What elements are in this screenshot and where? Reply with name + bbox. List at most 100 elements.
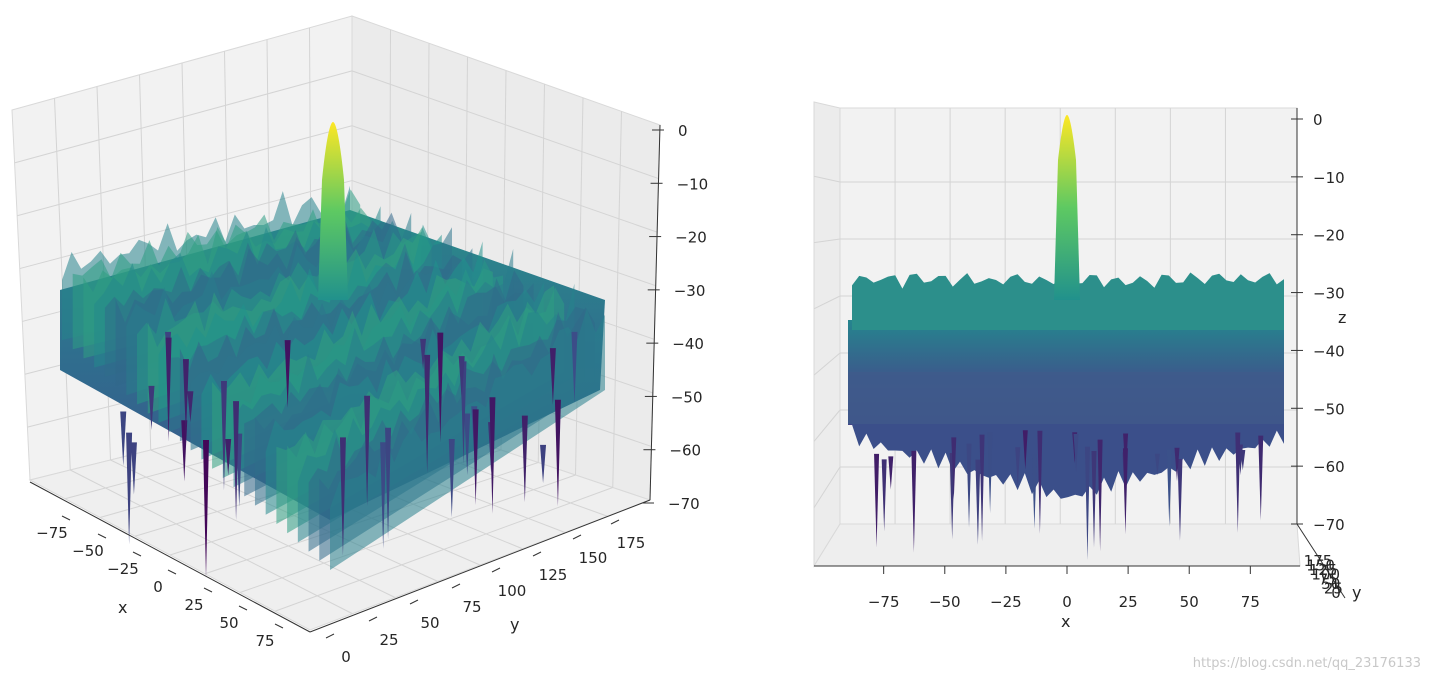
y-tick-label: 100 xyxy=(498,582,527,600)
surface-dip xyxy=(464,413,471,476)
left-x-axis-label: x xyxy=(118,598,127,617)
surface-dip xyxy=(540,444,547,484)
x-tick-label: −25 xyxy=(990,593,1022,611)
y-tick-label: 150 xyxy=(1306,557,1335,575)
left-surface-mesh xyxy=(60,185,605,578)
y-tick-mark xyxy=(491,567,501,573)
y-tick-mark xyxy=(610,519,620,525)
x-tick-label: 25 xyxy=(184,596,203,614)
surface-dip xyxy=(187,391,194,423)
right-x-axis-label: x xyxy=(1061,612,1070,631)
grid-line xyxy=(813,352,841,376)
z-tick-label: −20 xyxy=(1313,227,1345,245)
z-tick-label: −60 xyxy=(669,442,701,460)
y-tick-label: 175 xyxy=(617,534,646,552)
surface-dip xyxy=(339,437,346,556)
x-tick-label: −75 xyxy=(36,524,68,542)
left-y-axis-label: y xyxy=(510,615,519,634)
y-tick-label: 125 xyxy=(539,566,568,584)
x-tick-label: 75 xyxy=(1241,593,1260,611)
surface-lower-lobe xyxy=(852,424,1284,499)
surface-dip xyxy=(1037,430,1043,534)
grid-line xyxy=(813,466,841,508)
x-tick-label: −50 xyxy=(929,593,961,611)
z-tick-label: −70 xyxy=(1313,516,1345,534)
y-tick-label: 150 xyxy=(579,549,608,567)
y-tick-label: 75 xyxy=(1319,570,1338,588)
x-tick-mark xyxy=(203,587,213,593)
y-tick-label: 175 xyxy=(1304,552,1333,570)
z-tick-label: −40 xyxy=(1313,342,1345,360)
z-tick-label: −20 xyxy=(675,229,707,247)
surface-front-band-lower xyxy=(848,372,1284,424)
y-tick-mark xyxy=(572,534,582,540)
grid-line xyxy=(19,180,353,270)
surface-dip xyxy=(380,442,387,549)
surface-dip xyxy=(987,431,993,513)
surface-dip xyxy=(126,432,133,545)
surface-dip xyxy=(364,395,371,506)
grid-line xyxy=(274,487,613,612)
surface-dip xyxy=(975,459,981,545)
surface-dip xyxy=(284,340,291,408)
right-floor-pane xyxy=(813,523,1301,567)
left-surface-peak xyxy=(318,122,348,300)
surface-dip xyxy=(1097,439,1103,552)
grid-line xyxy=(17,125,353,217)
y-tick-label: 50 xyxy=(420,614,439,632)
x-tick-label: 25 xyxy=(1119,593,1138,611)
x-tick-mark xyxy=(167,569,177,575)
grid-line xyxy=(813,175,841,183)
right-y-axis-label: y xyxy=(1352,583,1361,602)
left-y-ticks: 0 25 50 75 100 125 150 175 xyxy=(325,519,646,666)
surface-dip xyxy=(979,434,985,542)
left-y-axis-line xyxy=(309,499,651,633)
surface-dip xyxy=(1091,450,1097,548)
z-tick-label: −30 xyxy=(1313,285,1345,303)
surface-dip xyxy=(1022,430,1028,470)
z-tick-label: −10 xyxy=(1313,169,1345,187)
y-tick-label: 75 xyxy=(462,598,481,616)
surface-dip xyxy=(571,331,578,404)
surface-dip xyxy=(233,401,240,521)
right-side-pane xyxy=(813,101,841,568)
surface-dip xyxy=(120,411,127,467)
grid-line xyxy=(575,97,584,476)
surface-dip xyxy=(458,356,465,400)
y-tick-mark xyxy=(325,633,335,639)
x-tick-label: 0 xyxy=(153,578,163,596)
right-surface-peak xyxy=(1054,115,1080,300)
surface-dip xyxy=(203,440,209,578)
surface-top-ridge xyxy=(852,272,1284,330)
surface-dip xyxy=(1122,448,1128,535)
surface-dip xyxy=(148,385,155,430)
y-tick-mark xyxy=(532,551,542,557)
surface-dip xyxy=(448,439,455,518)
surface-dip xyxy=(130,442,137,495)
y-tick-label: 25 xyxy=(379,631,398,649)
surface-dip xyxy=(1174,447,1180,482)
z-tick-label: 0 xyxy=(678,122,688,140)
grid-line xyxy=(239,474,576,593)
surface-dip xyxy=(1073,433,1079,473)
surface-dip xyxy=(911,450,917,553)
grid-line xyxy=(813,295,841,310)
x-tick-label: −75 xyxy=(868,593,900,611)
surface-dip xyxy=(521,415,528,503)
right-surface-mesh xyxy=(848,272,1284,560)
left-x-axis-line xyxy=(29,481,311,633)
grid-line xyxy=(813,409,841,442)
z-tick-label: −30 xyxy=(674,282,706,300)
x-tick-label: −50 xyxy=(72,542,104,560)
watermark-text: https://blog.csdn.net/qq_23176133 xyxy=(1192,656,1421,671)
x-tick-mark xyxy=(61,515,71,521)
surface-dip xyxy=(472,409,479,506)
surface-dip xyxy=(385,427,392,540)
surface-dip xyxy=(549,348,556,405)
z-tick-label: −70 xyxy=(668,495,700,513)
surface-dip xyxy=(1154,453,1160,476)
